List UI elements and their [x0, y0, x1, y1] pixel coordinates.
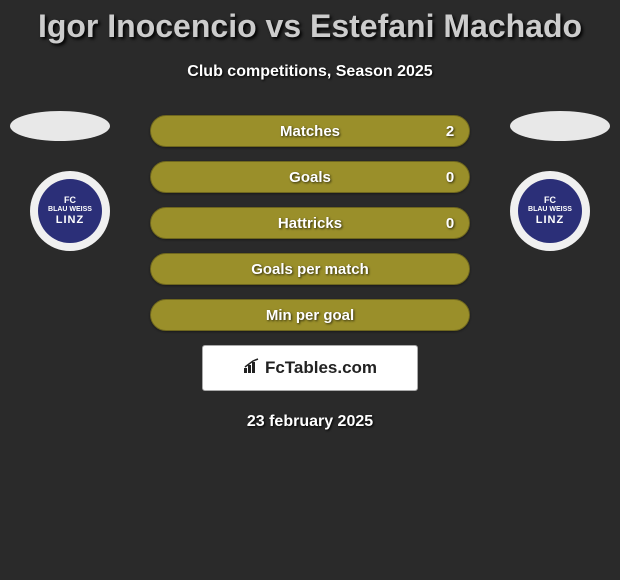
club-left-line1: FC — [64, 196, 76, 206]
club-right-line3: LINZ — [536, 214, 564, 226]
stat-hattricks-label: Hattricks — [189, 215, 431, 232]
club-right-line2: BLAU WEISS — [528, 206, 572, 214]
club-right-line1: FC — [544, 196, 556, 206]
club-badge-right: FC BLAU WEISS LINZ — [510, 171, 590, 251]
page-title: Igor Inocencio vs Estefani Machado — [0, 0, 620, 45]
date-line: 23 february 2025 — [0, 413, 620, 431]
club-badge-left-inner: FC BLAU WEISS LINZ — [38, 179, 102, 243]
avatar-right — [510, 111, 610, 141]
avatar-left — [10, 111, 110, 141]
stat-matches-right: 2 — [431, 123, 469, 140]
club-left-line2: BLAU WEISS — [48, 206, 92, 214]
stat-gpm-label: Goals per match — [189, 261, 431, 278]
club-left-line3: LINZ — [56, 214, 84, 226]
chart-icon — [243, 358, 263, 379]
branding-text: FcTables.com — [265, 358, 377, 378]
stat-row-goals: Goals 0 — [150, 161, 470, 193]
branding-box[interactable]: FcTables.com — [202, 345, 418, 391]
page-subtitle: Club competitions, Season 2025 — [0, 63, 620, 81]
stat-goals-label: Goals — [189, 169, 431, 186]
club-badge-right-inner: FC BLAU WEISS LINZ — [518, 179, 582, 243]
stat-row-matches: Matches 2 — [150, 115, 470, 147]
stat-goals-right: 0 — [431, 169, 469, 186]
stats-area: FC BLAU WEISS LINZ FC BLAU WEISS LINZ Ma… — [0, 115, 620, 431]
stat-row-hattricks: Hattricks 0 — [150, 207, 470, 239]
stat-mpg-label: Min per goal — [189, 307, 431, 324]
club-badge-left: FC BLAU WEISS LINZ — [30, 171, 110, 251]
stat-matches-label: Matches — [189, 123, 431, 140]
stat-row-mpg: Min per goal — [150, 299, 470, 331]
stat-row-gpm: Goals per match — [150, 253, 470, 285]
stat-hattricks-right: 0 — [431, 215, 469, 232]
